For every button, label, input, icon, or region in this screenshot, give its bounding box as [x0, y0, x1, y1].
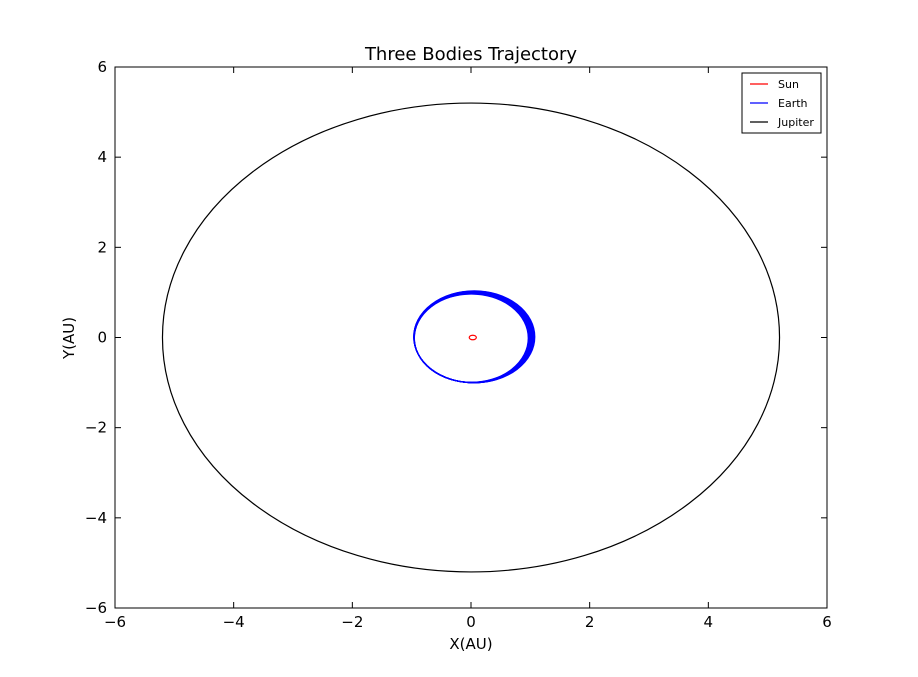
y-axis-label: Y(AU) — [60, 317, 78, 360]
series-sun-orbit — [468, 334, 477, 341]
x-tick-label: 6 — [822, 613, 832, 631]
series-earth-orbit — [413, 290, 536, 384]
y-tick-label: 2 — [97, 238, 107, 256]
plot-area — [161, 102, 781, 573]
x-tick-label: −6 — [104, 613, 126, 631]
x-tick-label: 2 — [585, 613, 595, 631]
legend-label-earth: Earth — [778, 97, 808, 110]
y-tick-label: −2 — [85, 419, 107, 437]
x-tick-label: 4 — [704, 613, 714, 631]
legend-label-sun: Sun — [778, 78, 799, 91]
y-tick-label: −4 — [85, 509, 107, 527]
y-tick-label: −6 — [85, 599, 107, 617]
y-tick-label: 6 — [97, 58, 107, 76]
y-tick-label: 4 — [97, 148, 107, 166]
x-axis-label: X(AU) — [449, 635, 492, 653]
plot-frame — [114, 66, 828, 609]
chart-title: Three Bodies Trajectory — [364, 44, 577, 65]
x-tick-label: −2 — [341, 613, 363, 631]
legend-label-jupiter: Jupiter — [777, 116, 814, 129]
axis-ticks: −6 −4 −2 0 2 4 6 −6 −4 −2 0 2 4 6 — [85, 58, 832, 631]
series-jupiter-orbit — [161, 102, 781, 573]
y-tick-label: 0 — [97, 329, 107, 347]
x-tick-label: 0 — [466, 613, 476, 631]
x-tick-label: −4 — [223, 613, 245, 631]
legend: Sun Earth Jupiter — [741, 72, 822, 134]
